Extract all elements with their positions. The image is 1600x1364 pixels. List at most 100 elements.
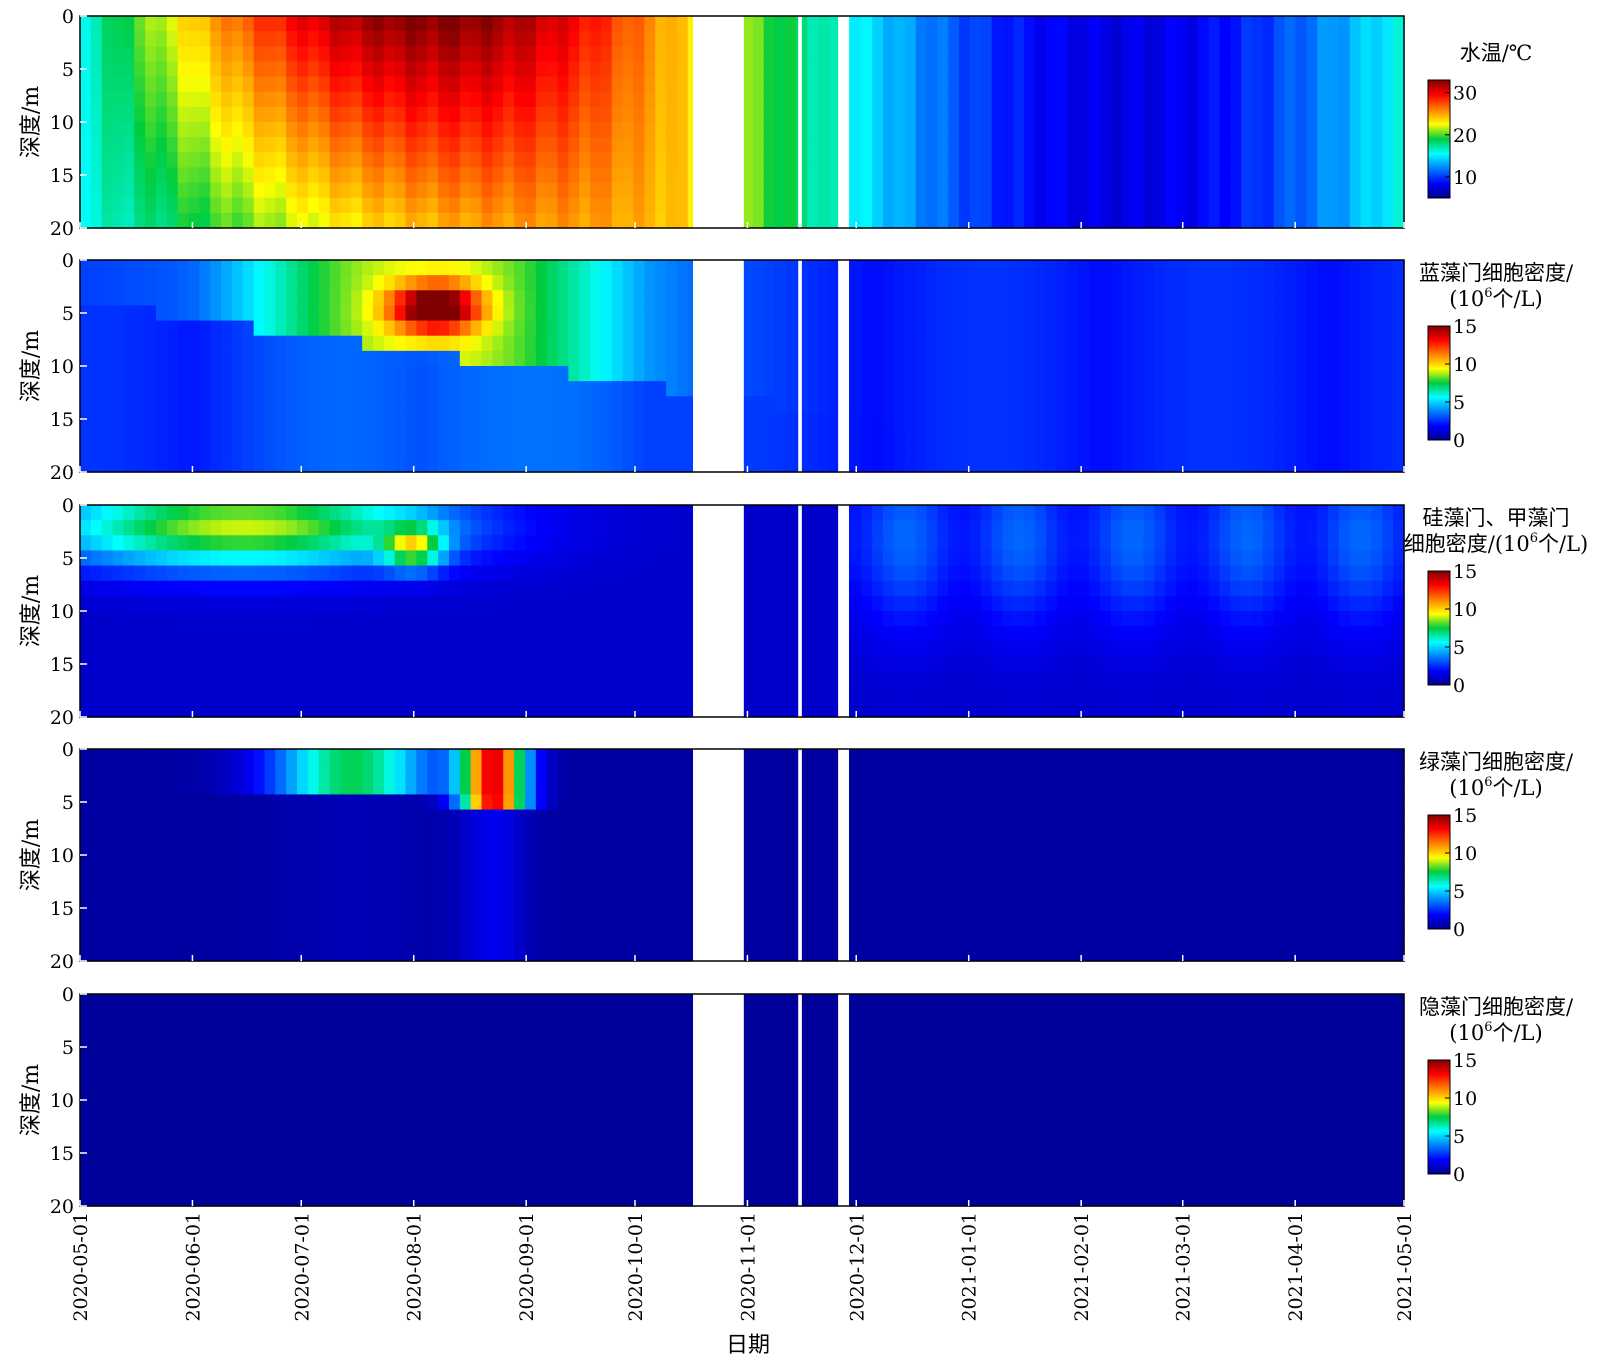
heatmap-cell <box>904 76 917 93</box>
heatmap-cell <box>969 505 982 521</box>
heatmap-cell <box>1154 535 1166 552</box>
heatmap-cell <box>861 275 873 291</box>
heatmap-cell <box>763 686 776 703</box>
heatmap-cell <box>1306 197 1318 214</box>
heatmap-cell <box>991 611 1004 627</box>
heatmap-cell <box>188 46 200 63</box>
heatmap-cell <box>1121 212 1134 229</box>
heatmap-cell <box>318 320 331 337</box>
heatmap-cell <box>275 275 287 291</box>
heatmap-cell <box>134 611 146 627</box>
heatmap-cell <box>1154 426 1166 443</box>
heatmap-cell <box>893 701 906 718</box>
heatmap-cell <box>980 260 993 276</box>
heatmap-cell <box>221 565 233 582</box>
heatmap-cell <box>752 320 765 337</box>
heatmap-cell <box>1360 441 1373 458</box>
heatmap-cell <box>915 152 928 169</box>
heatmap-cell <box>362 520 374 536</box>
heatmap-cell <box>459 106 472 123</box>
heatmap-cell <box>514 46 526 63</box>
heatmap-cell <box>579 686 591 703</box>
heatmap-cell <box>1338 91 1351 108</box>
heatmap-cell <box>937 595 949 612</box>
heatmap-cell <box>590 182 602 199</box>
heatmap-cell <box>742 671 754 688</box>
heatmap-cell <box>817 61 830 78</box>
heatmap-cell <box>112 565 125 582</box>
heatmap-cell <box>1067 595 1080 612</box>
heatmap-cell <box>1067 350 1080 367</box>
heatmap-cell <box>926 31 938 47</box>
heatmap-cell <box>470 16 483 32</box>
heatmap-cell <box>915 182 928 199</box>
heatmap-cell <box>90 686 103 703</box>
heatmap-cell <box>1067 335 1080 352</box>
heatmap-cell <box>1100 106 1112 123</box>
heatmap-cell <box>893 91 906 108</box>
heatmap-cell <box>850 167 862 184</box>
heatmap-cell <box>774 686 787 703</box>
heatmap-cell <box>1360 320 1373 337</box>
heatmap-cell <box>655 61 667 78</box>
heatmap-cell <box>1176 167 1188 184</box>
heatmap-cell <box>177 396 190 413</box>
heatmap-cell <box>1143 565 1155 582</box>
heatmap-cell <box>872 167 884 184</box>
heatmap-cell <box>546 76 559 93</box>
heatmap-cell <box>448 182 461 199</box>
heatmap-cell <box>1273 335 1286 352</box>
heatmap-cell <box>872 305 884 322</box>
heatmap-cell <box>872 350 884 367</box>
heatmap-cell <box>1295 137 1307 153</box>
heatmap-cell <box>329 320 342 337</box>
heatmap-cell <box>90 611 103 627</box>
heatmap-cell <box>155 46 168 63</box>
heatmap-cell <box>253 505 266 521</box>
heatmap-cell <box>1078 456 1090 473</box>
heatmap-cell <box>622 152 635 169</box>
heatmap-cell <box>1306 152 1318 169</box>
heatmap-cell <box>600 61 613 78</box>
heatmap-cell <box>600 565 613 582</box>
heatmap-cell <box>742 520 754 536</box>
heatmap-cell <box>231 335 244 352</box>
heatmap-cell <box>622 411 635 428</box>
heatmap-cell <box>742 46 754 63</box>
heatmap-cell <box>850 152 862 169</box>
heatmap-cell <box>210 550 222 567</box>
heatmap-cell <box>1143 456 1155 473</box>
heatmap-cell <box>644 535 656 552</box>
heatmap-cell <box>861 212 873 229</box>
heatmap-cell <box>340 106 352 123</box>
heatmap-cell <box>1176 565 1188 582</box>
heatmap-cell <box>926 91 938 108</box>
heatmap-cell <box>1317 366 1329 382</box>
heatmap-cell <box>1035 290 1047 307</box>
heatmap-cell <box>318 182 331 199</box>
heatmap-cell <box>557 152 569 169</box>
heatmap-cell <box>514 535 526 552</box>
heatmap-cell <box>600 441 613 458</box>
heatmap-cell <box>481 46 493 63</box>
heatmap-cell <box>1035 686 1047 703</box>
heatmap-cell <box>1143 350 1155 367</box>
heatmap-cell <box>1360 167 1373 184</box>
heatmap-cell <box>666 520 678 536</box>
heatmap-cell <box>872 76 884 93</box>
heatmap-cell <box>318 656 331 673</box>
heatmap-cell <box>1273 411 1286 428</box>
heatmap-cell <box>1089 46 1101 63</box>
heatmap-cell <box>1349 441 1362 458</box>
heatmap-cell <box>427 641 439 658</box>
heatmap-cell <box>557 91 569 108</box>
heatmap-cell <box>666 626 678 642</box>
heatmap-cell <box>1273 350 1286 367</box>
heatmap-cell <box>1067 290 1080 307</box>
heatmap-cell <box>1219 426 1231 443</box>
heatmap-cell <box>275 16 287 32</box>
heatmap-cell <box>937 167 949 184</box>
heatmap-cell <box>1317 411 1329 428</box>
heatmap-cell <box>459 611 472 627</box>
heatmap-cell <box>633 535 645 552</box>
